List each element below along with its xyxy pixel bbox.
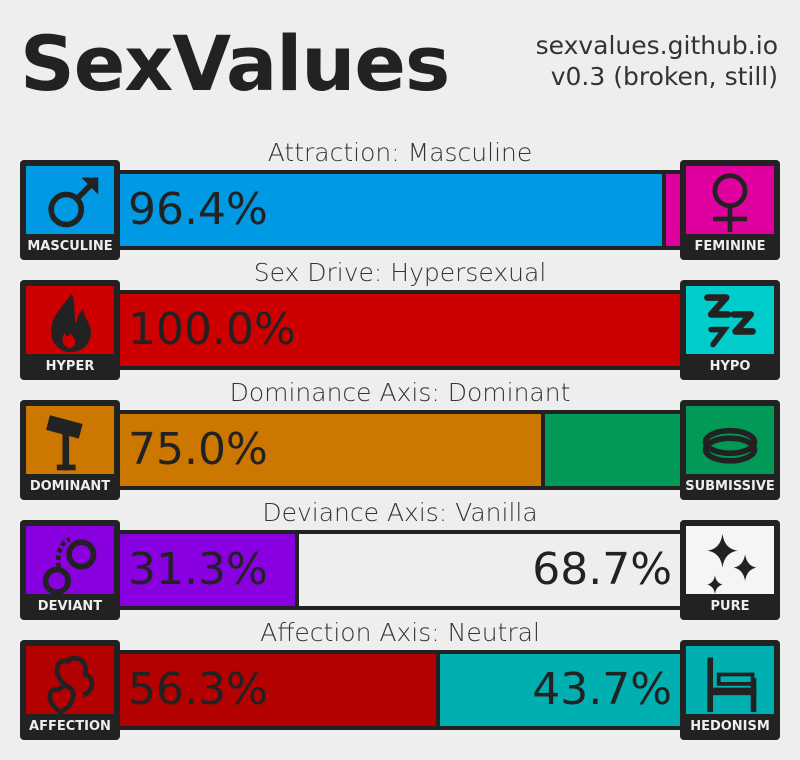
female-symbol-icon [712, 173, 748, 233]
left-segment [118, 414, 541, 486]
axis-row: Dominance Axis: Dominant 75.0% DOMINANT … [0, 378, 800, 520]
axis-row: Attraction: Masculine 96.4% MASCULINE FE… [0, 138, 800, 280]
left-percent: 100.0% [128, 304, 296, 355]
right-segment [299, 534, 682, 606]
left-icon-box: DOMINANT [20, 400, 120, 500]
header-meta: sexvalues.github.io v0.3 (broken, still) [536, 30, 778, 92]
left-label: HYPER [45, 359, 95, 374]
axis-row: Affection Axis: Neutral 56.3% 43.7% AFFE… [0, 618, 800, 760]
right-label: PURE [710, 599, 750, 614]
axis-bar: 100.0% [114, 290, 686, 370]
axis-bar: 75.0% [114, 410, 686, 490]
left-percent: 75.0% [128, 424, 268, 475]
axis-title: Deviance Axis: Vanilla [262, 498, 538, 527]
axis-title: Sex Drive: Hypersexual [253, 258, 547, 287]
axis-row: Sex Drive: Hypersexual 100.0% HYPER HYPO [0, 258, 800, 400]
axis-bar: 56.3% 43.7% [114, 650, 686, 730]
left-label: MASCULINE [27, 239, 113, 254]
right-icon-box: HYPO [680, 280, 780, 380]
axis-title: Affection Axis: Neutral [260, 618, 540, 647]
collar-icon [702, 427, 758, 464]
version-text: v0.3 (broken, still) [550, 62, 778, 91]
right-percent: 68.7% [532, 544, 672, 595]
right-icon-box: FEMININE [680, 160, 780, 260]
axis-title: Dominance Axis: Dominant [229, 378, 571, 407]
right-label: FEMININE [694, 239, 766, 254]
axis-bar: 31.3% 68.7% [114, 530, 686, 610]
hearts-icon [47, 655, 95, 714]
right-label: HEDONISM [690, 719, 770, 734]
left-percent: 56.3% [128, 664, 268, 715]
left-label: AFFECTION [29, 719, 111, 734]
right-icon-box: HEDONISM [680, 640, 780, 740]
left-icon-box: AFFECTION [20, 640, 120, 740]
left-percent: 96.4% [128, 184, 268, 235]
left-segment [118, 294, 682, 366]
left-percent: 31.3% [128, 544, 268, 595]
axis-row: Deviance Axis: Vanilla 31.3% 68.7% DEVIA… [0, 498, 800, 640]
right-segment [440, 654, 682, 726]
axis-title: Attraction: Masculine [267, 138, 533, 167]
right-label: SUBMISSIVE [685, 479, 775, 494]
gavel-icon [46, 415, 83, 471]
axis-bar: 96.4% [114, 170, 686, 250]
left-icon-box: DEVIANT [20, 520, 120, 620]
right-segment [545, 414, 682, 486]
male-symbol-icon [48, 177, 99, 228]
sleep-zzz-icon [704, 294, 756, 348]
handcuffs-icon [42, 537, 97, 594]
site-link[interactable]: sexvalues.github.io [535, 31, 778, 60]
right-label: HYPO [709, 359, 751, 374]
app-title: SexValues [20, 19, 450, 108]
left-label: DEVIANT [37, 599, 103, 614]
right-percent: 43.7% [532, 664, 672, 715]
sparkles-icon [707, 533, 757, 594]
left-label: DOMINANT [29, 479, 111, 494]
right-icon-box: SUBMISSIVE [680, 400, 780, 500]
left-segment [118, 654, 436, 726]
left-segment [118, 174, 662, 246]
fire-icon [50, 293, 91, 353]
left-icon-box: MASCULINE [20, 160, 120, 260]
left-icon-box: HYPER [20, 280, 120, 380]
left-segment [118, 534, 295, 606]
right-icon-box: PURE [680, 520, 780, 620]
right-segment [666, 174, 682, 246]
bed-icon [707, 657, 757, 713]
